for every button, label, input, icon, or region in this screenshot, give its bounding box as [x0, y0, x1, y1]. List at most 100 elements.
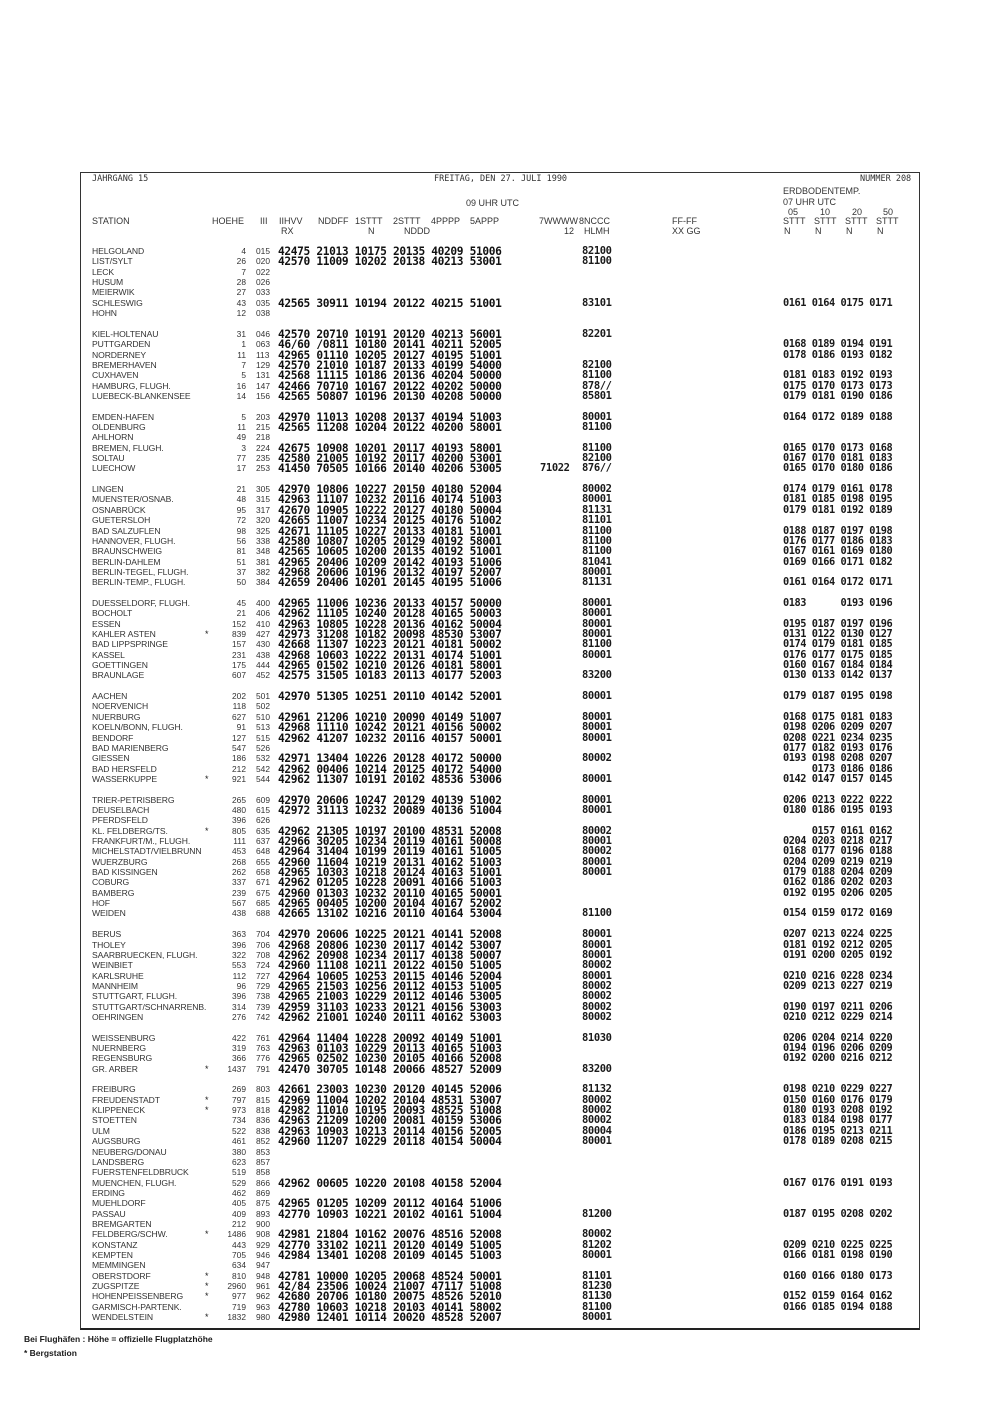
synop-groups: 42960 11207 10229 20118 40154 50004	[278, 1135, 502, 1149]
synop-groups: 42570 21010 10187 20133 40199 54000	[278, 358, 502, 372]
cloud-group: 81100	[582, 524, 612, 537]
mountain-marker: *	[205, 1229, 209, 1240]
table-row: CUXHAVEN 5 131 42568 11115 10186 20136 4020…	[0, 369, 1000, 382]
synop-groups: 42965 00405 10200 20104 40167 52002	[278, 897, 502, 911]
mountain-marker: *	[205, 1270, 209, 1281]
station-name: MANNHEIM	[92, 980, 138, 991]
station-name: SCHLESWIG	[92, 297, 143, 308]
station-name: NORDERNEY	[92, 349, 147, 360]
cloud-group: 80001	[582, 772, 612, 785]
station-name: BREMEN, FLUGH.	[92, 442, 164, 453]
soil-temperatures: 0131 0122 0130 0127	[783, 628, 893, 640]
cloud-group: 80002	[582, 990, 612, 1003]
station-name: WEIDEN	[92, 908, 126, 919]
station-name: TRIER-PETRISBERG	[92, 794, 175, 805]
cloud-group: 80001	[582, 596, 612, 609]
soil-temperatures: 0183 0193 0196	[783, 596, 893, 609]
soil-temperatures: 0160 0167 0184 0184	[783, 659, 893, 671]
col-soil-20-sub: N	[846, 226, 853, 236]
station-name: BREMERHAVEN	[92, 359, 157, 370]
station-name: HAMBURG, FLUGH.	[92, 380, 171, 391]
table-row: BAD LIPPSPRINGE 157 430 42668 11307 10223 2…	[0, 638, 1000, 651]
col-soil-50: STTT	[876, 216, 899, 226]
station-name: STUTTGART, FLUGH.	[92, 991, 178, 1002]
station-name: BAD HERSFELD	[92, 763, 157, 774]
soil-temperatures: 0167 0161 0169 0180	[783, 545, 893, 558]
cloud-group: 80002	[582, 1010, 612, 1023]
synop-groups: 42670 10905 10222 20127 40180 50004	[278, 503, 502, 517]
station-name: AACHEN	[92, 691, 128, 702]
station-id: 406	[256, 608, 270, 619]
synop-groups: 42965 10303 10218 20124 40163 51001	[278, 866, 502, 879]
station-name: ZUGSPITZE	[92, 1281, 140, 1291]
table-row: HAMBURG, FLUGH. 16 147 42466 70710 10167 20…	[0, 380, 1000, 393]
cloud-group: 81100	[582, 441, 612, 454]
station-name: KARLSRUHE	[92, 970, 144, 981]
station-height: 1	[241, 339, 246, 350]
station-id: 129	[256, 359, 270, 370]
table-row: REGENSBURG 366 776 42965 02502 10230 20105 …	[0, 1052, 1000, 1065]
synop-groups: 42970 20606 10225 20121 40141 52008	[278, 928, 502, 942]
table-row: KONSTANZ 443 929 42770 33102 10211 20120 40…	[0, 1238, 1000, 1252]
soil-temperatures: 0165 0170 0173 0168	[783, 441, 893, 454]
station-height: 319	[232, 1043, 246, 1053]
mountain-marker: *	[205, 1281, 209, 1291]
cloud-group: 80001	[582, 803, 612, 816]
table-row: ESSEN 152 410 42963 10805 10228 20136 40162…	[0, 618, 1000, 631]
station-id: 858	[256, 1167, 270, 1178]
table-row: ZUGSPITZE * 2960 961 42/84 23506 10024 21007…	[0, 1280, 1000, 1293]
station-height: 529	[232, 1177, 246, 1188]
station-name: HOF	[92, 898, 110, 909]
synop-groups: 42972 31113 10232 20089 40136 51004	[278, 803, 502, 817]
table-row: AHLHORN 49 218	[0, 432, 1000, 442]
synop-groups: 42964 11404 10228 20092 40149 51001	[278, 1031, 502, 1045]
station-height: 152	[232, 618, 246, 629]
table-row: STUTTGART, FLUGH. 396 738 42965 21003 10229…	[0, 990, 1000, 1003]
station-name: WASSERKUPPE	[92, 773, 157, 784]
cloud-group: 80001	[582, 969, 612, 982]
soil-temperatures: 0180 0186 0195 0193	[783, 803, 893, 816]
mountain-marker: *	[205, 1094, 209, 1105]
soil-temperatures: 0210 0212 0229 0214	[783, 1010, 893, 1023]
col-ff: FF-FF	[672, 216, 697, 226]
station-height: 7	[241, 266, 246, 277]
cloud-group: 80001	[582, 607, 612, 620]
station-name: NUERNBERG	[92, 1043, 147, 1053]
station-id: 038	[256, 308, 270, 319]
cloud-group: 82100	[582, 245, 612, 257]
soil-temperatures: 0209 0210 0225 0225	[783, 1238, 893, 1251]
mountain-marker: *	[205, 1063, 209, 1074]
table-row: BERUS 363 704 42970 20606 10225 20121 40141…	[0, 928, 1000, 942]
station-id: 452	[256, 670, 270, 681]
synop-groups: 42/84 23506 10024 21007 47117 51008	[278, 1280, 502, 1293]
cloud-group: 876//	[582, 462, 612, 475]
synop-groups: 42980 12401 10114 20020 48528 52007	[278, 1311, 502, 1324]
station-height: 157	[232, 639, 246, 650]
synop-groups: 42970 51305 10251 20110 40142 52001	[278, 690, 502, 704]
station-height: 16	[236, 380, 246, 391]
station-id: 502	[256, 701, 270, 712]
synop-groups: 42962 20908 10234 20117 40138 50007	[278, 948, 502, 962]
station-height: 72	[236, 515, 246, 526]
synop-groups: 42565 10605 10200 20135 40192 51001	[278, 545, 502, 559]
station-height: 462	[232, 1187, 246, 1198]
synop-groups: 42971 13404 10226 20128 40172 50000	[278, 752, 502, 766]
table-row: BENDORF 127 515 42962 41207 10232 20116 401…	[0, 732, 1000, 745]
col-soil-05: STTT	[783, 216, 806, 226]
soil-temperatures: 0204 0209 0219 0219	[783, 855, 893, 868]
date-label: FREITAG, DEN 27. JULI 1990	[434, 174, 568, 184]
synop-groups: 42981 21804 10162 20076 48516 52008	[278, 1228, 502, 1242]
table-row: FUERSTENFELDBRUCK 519 858	[0, 1167, 1000, 1177]
table-row: WUERZBURG 268 655 42960 11604 10219 20131 4…	[0, 855, 1000, 869]
station-height: 422	[232, 1032, 246, 1043]
table-row: KEMPTEN 705 946 42984 13401 10208 20109 401…	[0, 1249, 1000, 1262]
station-name: MUENSTER/OSNAB.	[92, 494, 174, 505]
station-name: AUGSBURG	[92, 1136, 141, 1147]
station-id: 836	[256, 1115, 270, 1126]
station-id: 706	[256, 939, 270, 950]
station-name: OBERSTDORF	[92, 1270, 151, 1281]
station-height: 1437	[227, 1063, 246, 1074]
station-name: KIEL-HOLTENAU	[92, 328, 159, 339]
table-row: BERLIN-TEMP., FLUGH. 50 384 42659 20406 102…	[0, 576, 1000, 589]
station-height: 239	[232, 887, 246, 898]
